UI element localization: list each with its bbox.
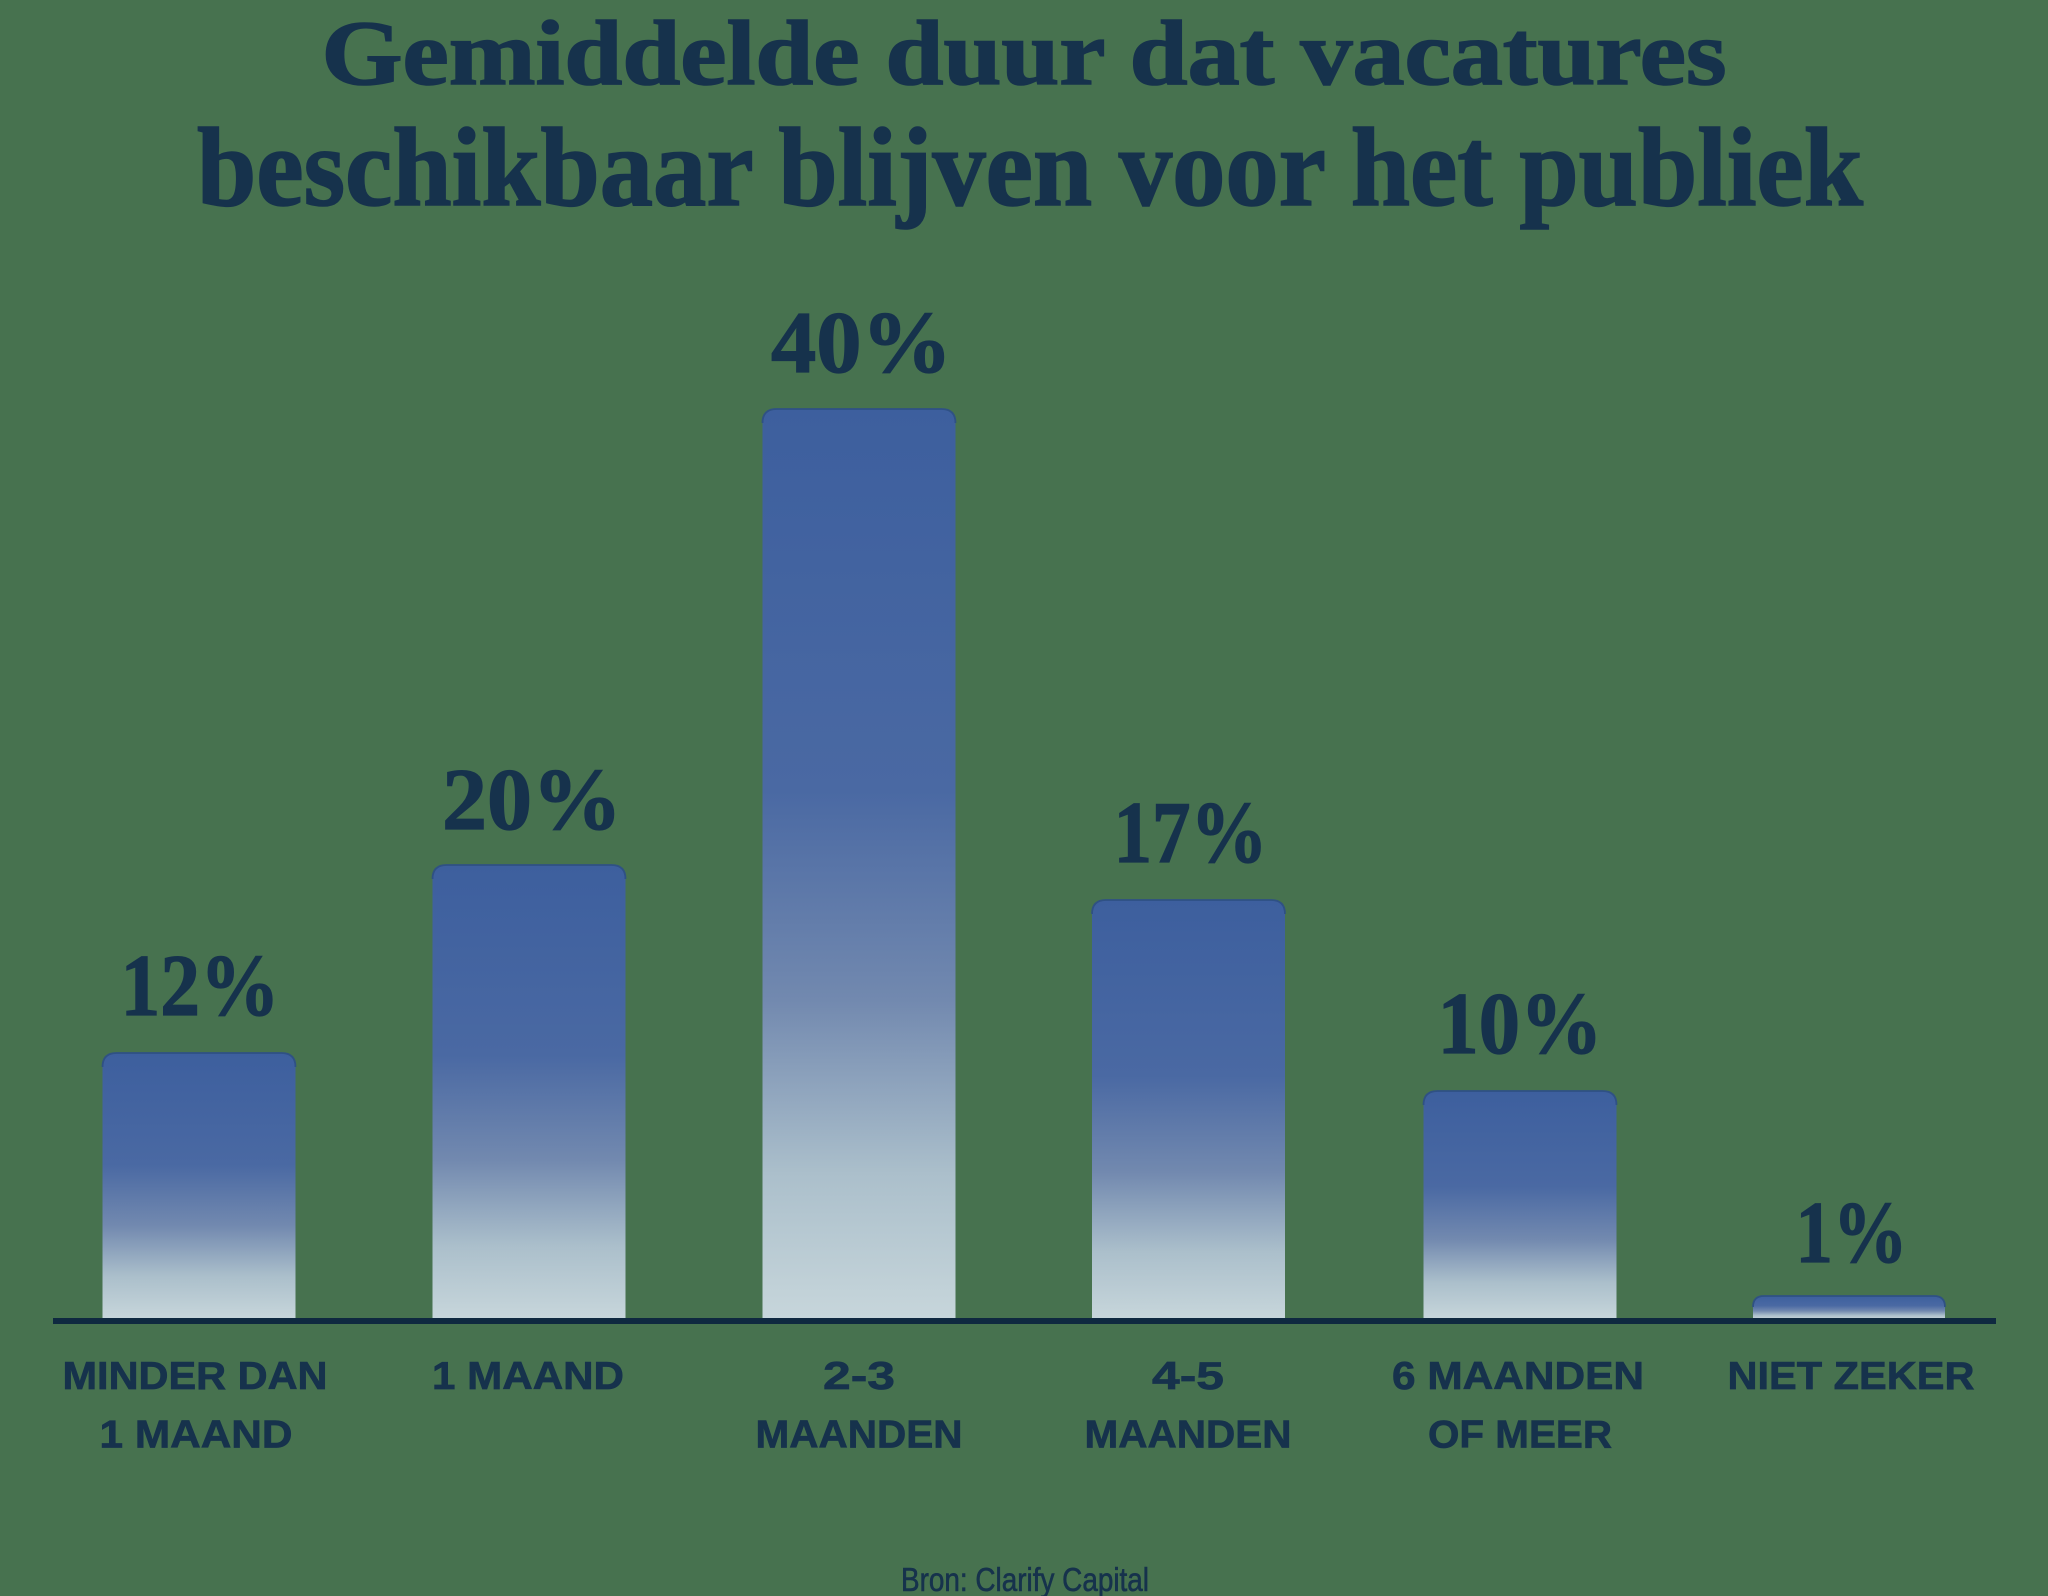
- svg-text:OF MEER: OF MEER: [1428, 1413, 1612, 1457]
- svg-text:17%: 17%: [1114, 785, 1268, 882]
- svg-text:1 MAAND: 1 MAAND: [100, 1413, 293, 1457]
- svg-text:6 MAANDEN: 6 MAANDEN: [1392, 1354, 1644, 1398]
- svg-text:1%: 1%: [1796, 1185, 1908, 1282]
- svg-text:40%: 40%: [771, 295, 952, 392]
- svg-text:MINDER DAN: MINDER DAN: [63, 1354, 328, 1398]
- svg-text:10%: 10%: [1438, 976, 1603, 1073]
- svg-text:2-3: 2-3: [823, 1354, 895, 1398]
- svg-text:beschikbaar blijven voor het p: beschikbaar blijven voor het publiek: [197, 106, 1864, 230]
- svg-text:1 MAAND: 1 MAAND: [432, 1354, 624, 1398]
- svg-text:20%: 20%: [442, 752, 622, 849]
- svg-text:Gemiddelde duur dat vacatures: Gemiddelde duur dat vacatures: [322, 2, 1727, 104]
- svg-text:NIET ZEKER: NIET ZEKER: [1728, 1354, 1975, 1398]
- svg-text:12%: 12%: [121, 938, 280, 1035]
- svg-text:MAANDEN: MAANDEN: [1085, 1413, 1292, 1457]
- svg-text:MAANDEN: MAANDEN: [756, 1413, 963, 1457]
- svg-text:4-5: 4-5: [1152, 1354, 1224, 1398]
- svg-text:Bron: Clarify Capital: Bron: Clarify Capital: [901, 1561, 1149, 1596]
